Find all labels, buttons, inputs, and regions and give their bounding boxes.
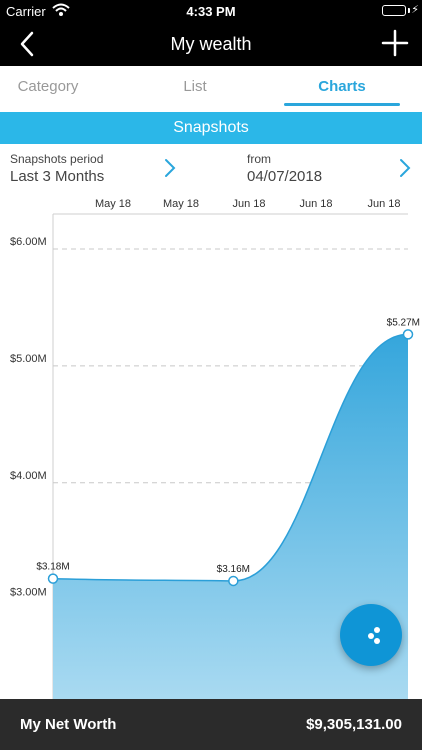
from-date-value[interactable]: 04/07/2018 [247,168,323,185]
tab-list[interactable]: List [183,78,207,95]
add-button[interactable] [380,28,410,58]
net-worth-value: $9,305,131.00 [306,716,402,733]
net-worth-footer: My Net Worth $9,305,131.00 [0,699,422,750]
page-title: My wealth [170,34,252,54]
y-tick-label: $6.00M [10,236,47,248]
tab-charts[interactable]: Charts [318,78,366,95]
data-point [402,329,414,340]
y-tick-label: $5.00M [10,353,47,365]
period-chevron-icon[interactable] [163,158,177,178]
back-button[interactable] [14,29,44,59]
active-tab-indicator [284,103,400,106]
period-selector: Snapshots period Last 3 Months from 04/0… [0,144,422,196]
from-label: from [247,152,271,166]
data-point [228,575,239,587]
series-area [53,334,408,699]
battery-icon [382,5,406,16]
series-line [52,333,409,582]
wifi-icon [52,3,70,20]
tab-category[interactable]: Category [17,78,79,95]
period-label: Snapshots period [10,152,104,166]
x-tick-label: Jun 18 [367,198,400,210]
carrier-label: Carrier [6,4,46,19]
plus-icon [381,29,409,57]
charging-icon: ⚡ [411,4,419,16]
share-icon [368,627,380,644]
data-point [47,573,59,584]
from-chevron-icon[interactable] [398,158,412,178]
wealth-chart: May 18 May 18 Jun 18 Jun 18 Jun 18 $6.00M $5.… [10,198,420,699]
x-tick-label: Jun 18 [232,198,265,210]
y-tick-label: $3.00M [10,587,47,599]
net-worth-label: My Net Worth [20,716,117,733]
y-tick-label: $4.00M [10,470,47,482]
x-tick-label: Jun 18 [299,198,332,210]
data-label: $3.18M [36,562,69,573]
chevron-left-icon [20,31,34,57]
battery-tip [408,8,410,13]
status-time: 4:33 PM [186,4,236,19]
period-value[interactable]: Last 3 Months [10,168,105,185]
nav-bar: My wealth [0,22,422,66]
x-tick-label: May 18 [163,198,199,210]
status-bar: Carrier 4:33 PM ⚡ [0,0,422,22]
data-label: $5.27M [387,317,420,328]
x-tick-label: May 18 [95,198,131,210]
section-header: Snapshots [0,112,422,144]
data-label: $3.16M [217,564,250,575]
share-button[interactable] [340,604,402,666]
